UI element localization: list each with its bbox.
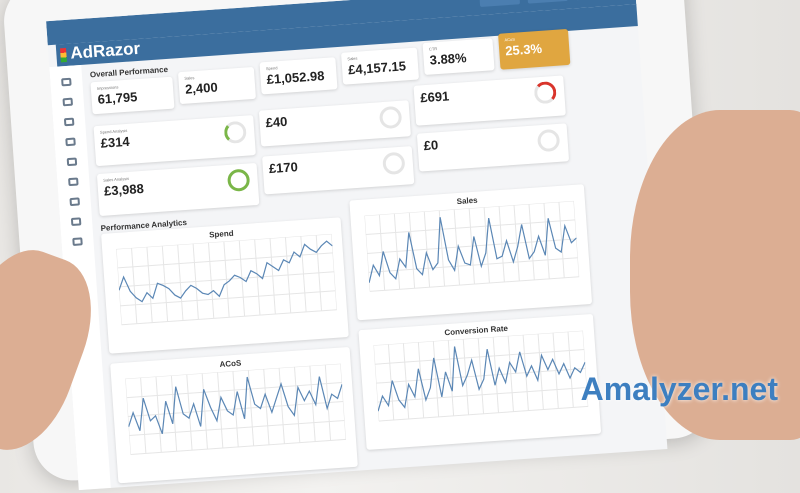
logo-text: AdRazor (69, 38, 141, 63)
progress-donut (382, 151, 406, 176)
kpi-sales-count: Sales 2,400 (177, 66, 256, 105)
chart-acos: ACoS (110, 346, 358, 484)
gridline (120, 290, 336, 307)
progress-donut (533, 80, 558, 105)
chart-spend: Spend (101, 217, 349, 354)
gridline (364, 215, 371, 292)
right-hand (630, 110, 800, 440)
gridline (116, 248, 122, 325)
series-line (118, 240, 333, 303)
total-sales-card: £0 (416, 123, 570, 172)
megaphone-icon[interactable] (62, 97, 74, 107)
search-icon[interactable] (70, 217, 82, 227)
gridline (367, 238, 577, 254)
sales-card-2: £170 (262, 146, 415, 195)
gridline (125, 363, 341, 380)
gridline (121, 309, 337, 326)
kpi-spend: Spend £1,052.98 (259, 57, 338, 95)
gridline (373, 330, 583, 346)
gridline (365, 219, 576, 236)
report-icon[interactable] (72, 237, 83, 246)
progress-donut (223, 120, 248, 145)
kpi-sales: Sales £4,157.15 (340, 47, 420, 85)
trend-icon[interactable] (68, 177, 79, 187)
gridline (118, 271, 335, 288)
sales-available-card: Sales Analysis £3,988 (96, 162, 260, 217)
logo-icon (60, 47, 67, 63)
spend-card-2: £40 (258, 100, 411, 147)
gridline (374, 349, 585, 365)
progress-donut (378, 105, 403, 130)
gridline (126, 382, 343, 399)
key-icon[interactable] (66, 157, 78, 167)
gridline (378, 405, 589, 422)
chart-conversion-rate: Conversion Rate (358, 313, 602, 450)
progress-donut (226, 168, 251, 192)
gridline (376, 368, 586, 384)
users-icon[interactable] (63, 117, 75, 127)
series-line (128, 376, 343, 435)
dashboard-screen: AdRazor Overall Performance Impressions 6… (46, 0, 668, 491)
due-sales-card: £691 (413, 75, 566, 126)
tablet: AdRazor Overall Performance Impressions 6… (1, 0, 715, 491)
gridline (116, 233, 332, 250)
grid-icon[interactable] (61, 77, 72, 87)
gridline (364, 200, 574, 217)
progress-donut (536, 128, 561, 153)
spend-available-card: Spend Analysis £314 (93, 115, 256, 167)
kpi-impressions: Impressions 61,795 (90, 76, 175, 115)
series-line (377, 346, 586, 412)
target-icon[interactable] (65, 137, 76, 147)
chart-sales: Sales (349, 184, 593, 321)
watermark: Amalyzer.net (580, 371, 778, 407)
gridline (117, 252, 333, 269)
series-line (368, 217, 577, 283)
gridline (369, 276, 580, 292)
gridline (368, 257, 578, 273)
gridline (377, 386, 587, 403)
robot-icon[interactable] (69, 197, 81, 207)
kpi-acos: ACoS 25.3% (498, 28, 571, 70)
kpi-ctr: CTR 3.88% (422, 38, 495, 76)
